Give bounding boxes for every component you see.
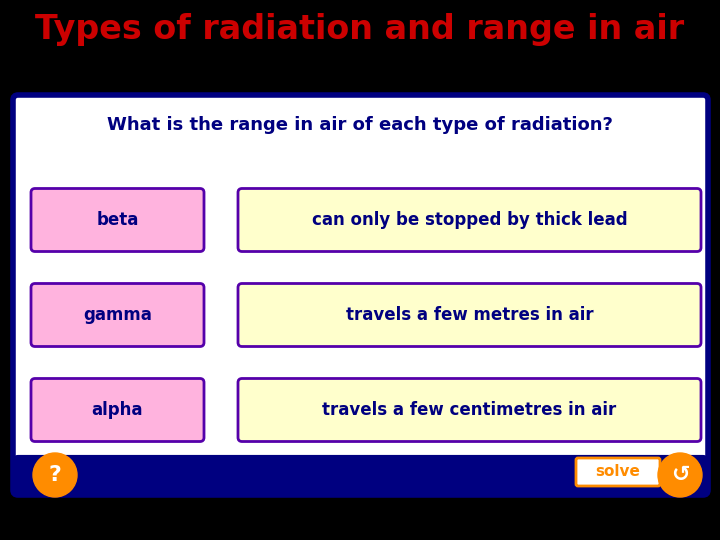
FancyBboxPatch shape: [576, 458, 660, 486]
Text: gamma: gamma: [83, 306, 152, 324]
FancyBboxPatch shape: [31, 379, 204, 442]
Circle shape: [658, 453, 702, 497]
FancyBboxPatch shape: [238, 284, 701, 347]
FancyBboxPatch shape: [238, 188, 701, 252]
FancyBboxPatch shape: [238, 379, 701, 442]
Text: Types of radiation and range in air: Types of radiation and range in air: [35, 14, 685, 46]
Text: ↺: ↺: [671, 465, 689, 485]
Text: ?: ?: [48, 465, 61, 485]
Text: What is the range in air of each type of radiation?: What is the range in air of each type of…: [107, 116, 613, 134]
Text: can only be stopped by thick lead: can only be stopped by thick lead: [312, 211, 627, 229]
FancyBboxPatch shape: [13, 95, 708, 495]
FancyBboxPatch shape: [15, 457, 706, 493]
Text: solve: solve: [595, 464, 640, 480]
Text: alpha: alpha: [91, 401, 143, 419]
Text: travels a few centimetres in air: travels a few centimetres in air: [323, 401, 616, 419]
Circle shape: [33, 453, 77, 497]
Text: travels a few metres in air: travels a few metres in air: [346, 306, 593, 324]
FancyBboxPatch shape: [31, 188, 204, 252]
FancyBboxPatch shape: [31, 284, 204, 347]
Text: beta: beta: [96, 211, 139, 229]
